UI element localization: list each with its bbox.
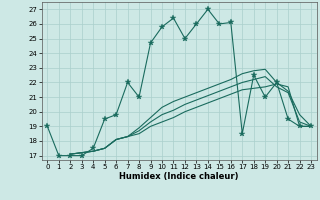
X-axis label: Humidex (Indice chaleur): Humidex (Indice chaleur) [119, 172, 239, 181]
